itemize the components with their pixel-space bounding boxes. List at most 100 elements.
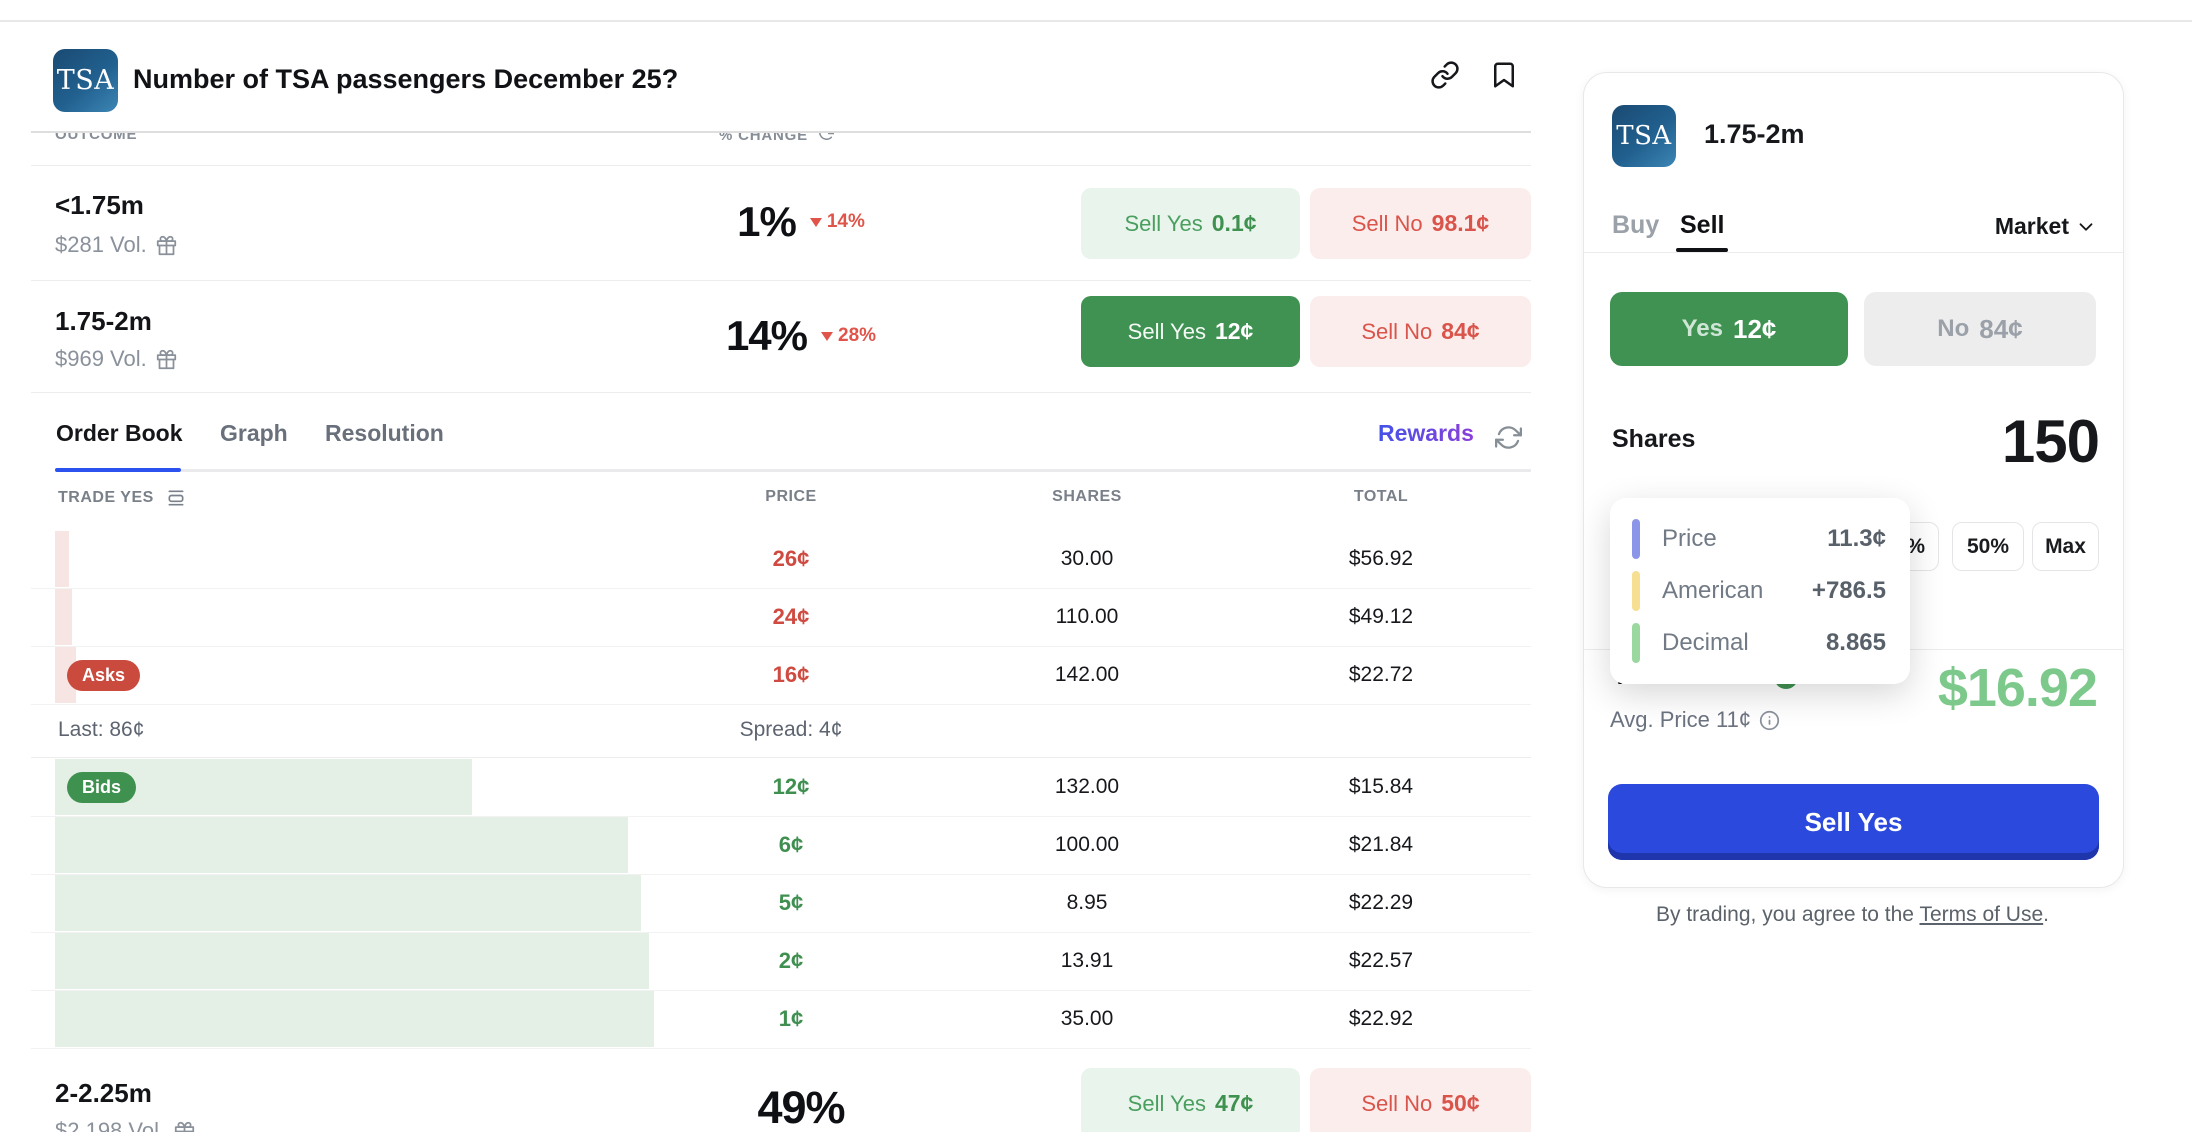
market-logo: TSA (53, 49, 118, 112)
preset-50-button[interactable]: 50% (1952, 522, 2024, 571)
active-tab-indicator (55, 468, 181, 472)
avg-price: Avg. Price 11¢ (1610, 707, 1780, 733)
bid-price: 2¢ (778, 948, 804, 973)
refresh-icon[interactable] (1495, 424, 1522, 456)
bid-total: $22.92 (1348, 1007, 1414, 1030)
bid-total: $22.57 (1348, 949, 1414, 972)
market-logo-text: TSA (1616, 121, 1672, 151)
sell-yes-button[interactable]: Sell Yes 12¢ (1081, 296, 1300, 367)
chance-value: 14% (725, 312, 808, 359)
price-column: PRICE (765, 488, 817, 505)
last-price: Last: 86¢ (58, 718, 145, 741)
outcome-name: 1.75-2m (55, 306, 152, 336)
outcome-title: 1.75-2m (1704, 119, 1805, 149)
terms-of-use-link[interactable]: Terms of Use (1919, 903, 2044, 926)
bid-row[interactable]: 5¢ 8.95 $22.29 (31, 874, 1531, 933)
rewards-link[interactable]: Rewards (1378, 420, 1474, 446)
ask-shares: 30.00 (1060, 547, 1114, 570)
bid-row[interactable]: Bids 12¢ 132.00 $15.84 (31, 758, 1531, 817)
down-triangle-icon (821, 331, 834, 341)
sell-no-button[interactable]: Sell No 84¢ (1310, 296, 1531, 367)
ask-shares: 142.00 (1054, 663, 1120, 686)
depth-view-icon[interactable] (166, 488, 186, 508)
american-color-bar (1632, 571, 1640, 611)
market-logo: TSA (1612, 105, 1676, 167)
sell-yes-button[interactable]: Sell Yes 47¢ (1081, 1068, 1300, 1132)
sell-yes-submit-button[interactable]: Sell Yes (1608, 784, 2099, 860)
change-period-icon[interactable] (816, 131, 834, 144)
shares-label: Shares (1612, 425, 1696, 453)
ask-row[interactable]: 24¢ 110.00 $49.12 (31, 588, 1531, 647)
info-icon[interactable] (1759, 710, 1780, 731)
ask-price: 26¢ (772, 546, 810, 571)
shares-value[interactable]: 150 (2001, 408, 2100, 475)
rewards-gift-icon[interactable] (156, 235, 177, 256)
chance-change: 14% (809, 211, 865, 233)
outcome-chance: 49% (641, 1048, 961, 1132)
bid-row[interactable]: 1¢ 35.00 $22.92 (31, 990, 1531, 1049)
chance-value: 49% (757, 1082, 845, 1132)
bid-row[interactable]: 2¢ 13.91 $22.57 (31, 932, 1531, 991)
divider (1584, 252, 2123, 253)
ask-price: 24¢ (772, 604, 810, 629)
order-type-select[interactable]: Market (1995, 213, 2097, 240)
tab-sell[interactable]: Sell (1680, 211, 1725, 239)
tooltip-row: Decimal 8.865 (1610, 623, 1910, 663)
bid-shares: 100.00 (1054, 833, 1120, 856)
yes-button[interactable]: Yes 12¢ (1610, 292, 1848, 366)
receive-value: $16.92 (1937, 658, 2098, 718)
bid-price: 1¢ (778, 1006, 804, 1031)
chance-change: 28% (821, 325, 876, 347)
chevron-down-icon (2079, 222, 2093, 231)
ask-total: $56.92 (1348, 547, 1414, 570)
bid-total: $22.29 (1348, 891, 1414, 914)
outcome-volume: $281 Vol. (55, 232, 177, 258)
change-column-header: % CHANGE (719, 131, 834, 144)
decimal-color-bar (1632, 623, 1640, 663)
sell-yes-button[interactable]: Sell Yes 0.1¢ (1081, 188, 1300, 259)
tab-order-book[interactable]: Order Book (56, 420, 183, 446)
outcome-volume: $2,198 Vol. (55, 1118, 195, 1132)
ask-row[interactable]: Asks 16¢ 142.00 $22.72 (31, 646, 1531, 705)
bid-price: 6¢ (778, 832, 804, 857)
trade-panel: TSA 1.75-2m Buy Sell Market Yes 12¢ No 84¢… (1583, 72, 2124, 888)
tab-buy[interactable]: Buy (1612, 211, 1660, 239)
outcome-row: 1.75-2m $969 Vol. 14% 28% Sell Yes 12¢ Se… (31, 280, 1531, 393)
ask-total: $22.72 (1348, 663, 1414, 686)
bid-total: $15.84 (1348, 775, 1414, 798)
preset-max-button[interactable]: Max (2032, 522, 2099, 571)
bid-depth-bar (55, 991, 654, 1047)
bookmark-icon[interactable] (1489, 60, 1519, 90)
tooltip-row: American +786.5 (1610, 571, 1910, 611)
market-logo-text: TSA (56, 65, 115, 96)
bid-price: 5¢ (778, 890, 804, 915)
price-color-bar (1632, 519, 1640, 559)
copy-link-icon[interactable] (1430, 60, 1460, 90)
outcome-name: <1.75m (55, 190, 144, 220)
bid-price: 12¢ (772, 774, 810, 799)
trade-yes-column: TRADE YES (58, 488, 186, 508)
sell-no-button[interactable]: Sell No 50¢ (1310, 1068, 1531, 1132)
rewards-gift-icon[interactable] (156, 349, 177, 370)
asks-badge: Asks (67, 660, 141, 691)
tab-divider (181, 469, 1531, 472)
down-triangle-icon (809, 217, 822, 227)
ask-row[interactable]: 26¢ 30.00 $56.92 (31, 530, 1531, 589)
ask-price: 16¢ (772, 662, 810, 687)
last-spread-row: Last: 86¢ Spread: 4¢ (31, 704, 1531, 758)
ask-depth-bar (55, 647, 76, 703)
sell-no-button[interactable]: Sell No 98.1¢ (1310, 188, 1531, 259)
outcome-row: 2-2.25m $2,198 Vol. 49% Sell Yes 47¢ Sell… (31, 1048, 1531, 1132)
bid-row[interactable]: 6¢ 100.00 $21.84 (31, 816, 1531, 875)
tab-resolution[interactable]: Resolution (325, 420, 444, 446)
tooltip-row: Price 11.3¢ (1610, 519, 1910, 559)
bid-shares: 8.95 (1066, 891, 1108, 914)
outcome-chance: 14% 28% (641, 280, 961, 392)
tab-graph[interactable]: Graph (220, 420, 288, 446)
no-button[interactable]: No 84¢ (1864, 292, 2096, 366)
order-book-header: TRADE YES PRICE SHARES TOTAL (31, 488, 1531, 510)
rewards-gift-icon[interactable] (174, 1121, 195, 1132)
shares-column: SHARES (1052, 488, 1122, 505)
outcome-table-header: OUTCOME % CHANGE (31, 131, 1531, 166)
